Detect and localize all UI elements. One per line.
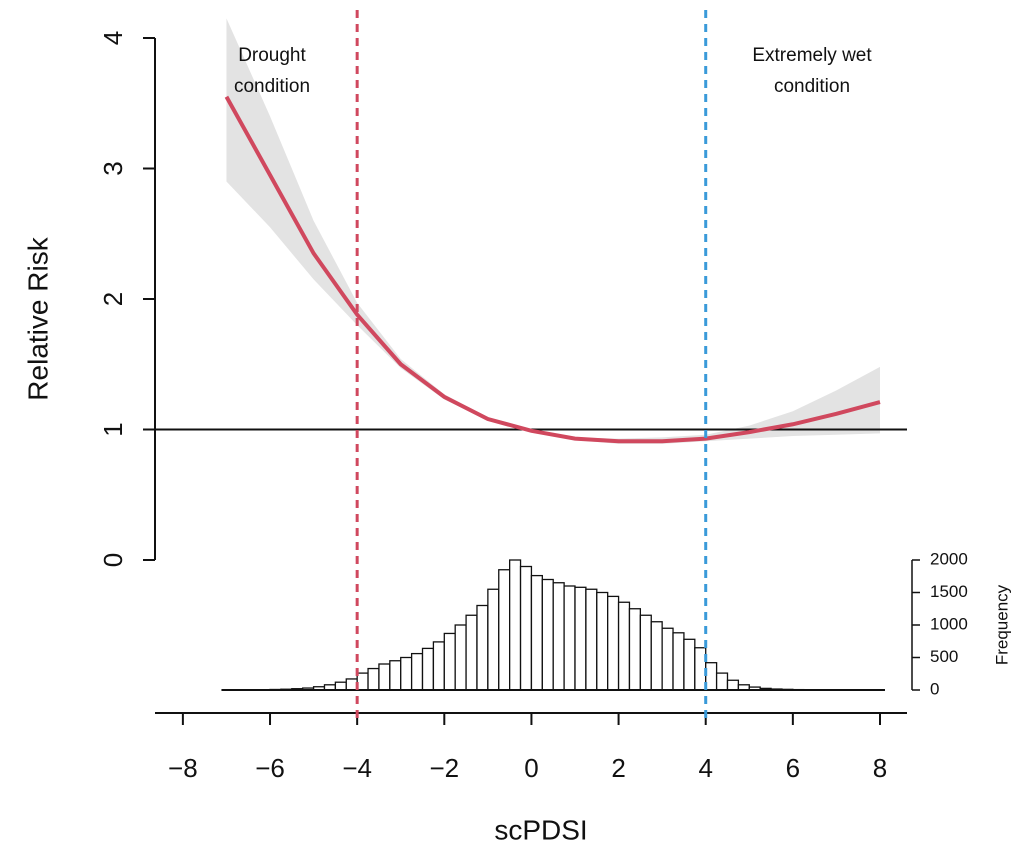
x-axis-label: scPDSI [494,814,587,845]
x-tick-label: 6 [786,753,800,783]
x-tick-label: 0 [524,753,538,783]
x-tick-label: −4 [342,753,372,783]
frequency-tick-label: 2000 [930,549,968,568]
histogram-bar [432,641,445,691]
histogram-bar [454,624,467,691]
histogram-bar [705,662,718,691]
histogram-bar [596,591,609,691]
annotation: Extremely wet [752,45,872,66]
annotation: condition [774,76,850,97]
x-tick-label: −6 [255,753,285,783]
frequency-tick-label: 1500 [930,582,968,601]
band-layer [226,18,880,444]
x-tick-label: 8 [873,753,887,783]
risk-curve [224,95,881,444]
annotation: Drought [238,45,306,66]
frequency-label: Frequency [992,584,1011,665]
histogram-bar [345,678,358,691]
histogram-bar [628,608,642,691]
histogram-bar [400,656,413,691]
histogram-bar [661,627,674,691]
histogram-bar [410,652,424,691]
histogram-bar [585,588,598,691]
confidence-band [226,18,880,444]
frequency-tick-label: 0 [930,679,939,698]
annotation: condition [234,76,310,97]
histogram-bar [617,601,631,691]
histogram-bar [715,672,729,691]
histogram-bar [389,660,402,691]
histogram-bar [367,667,380,691]
x-tick-label: 2 [611,753,625,783]
histogram-bar [498,569,511,691]
histogram-bar [563,585,576,691]
histogram-bar [607,595,620,691]
histogram-bar [356,672,369,691]
y-tick-label: 4 [98,31,128,45]
histogram-bar [726,679,740,691]
histogram-bar [650,621,663,691]
histogram-bar [519,565,533,691]
histogram-bar [476,604,489,691]
y-tick-label: 1 [98,422,128,436]
frequency-tick-label: 1000 [930,614,968,633]
x-tick-label: −2 [429,753,459,783]
histogram-bar [421,647,435,691]
y-axis-label: Relative Risk [22,236,53,400]
y-tick-label: 3 [98,161,128,175]
histogram-bar [541,578,554,691]
histogram-bar [694,647,707,691]
histogram-bar [530,574,543,691]
x-tick-label: 4 [698,753,712,783]
histogram-bar [683,638,696,691]
histogram-bar [465,614,478,691]
histogram-bar [509,559,522,691]
histogram-bar [378,663,391,691]
histogram-bar [552,582,565,691]
histogram-bar [672,632,685,691]
x-tick-label: −8 [168,753,198,783]
histogram-bar [639,614,652,691]
frequency-tick-label: 500 [930,647,958,666]
y-tick-label: 0 [98,553,128,567]
y-tick-label: 2 [98,292,128,306]
histogram-bar [487,588,500,691]
histogram-bar [443,632,456,691]
histogram-bar [574,586,587,691]
histogram-bar [334,681,347,691]
